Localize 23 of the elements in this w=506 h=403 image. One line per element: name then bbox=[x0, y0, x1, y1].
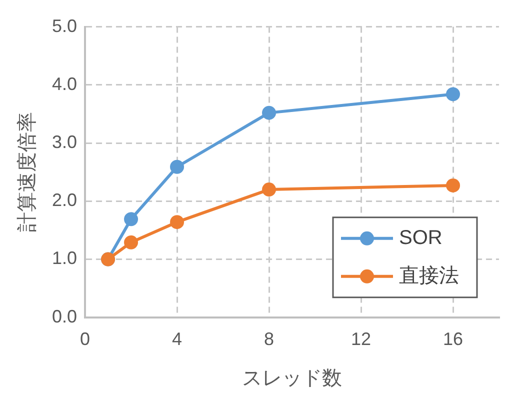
y-tick-label: 3.0 bbox=[52, 132, 78, 152]
legend-label: 直接法 bbox=[399, 264, 459, 287]
y-tick-label: 5.0 bbox=[52, 16, 78, 36]
point bbox=[262, 182, 276, 197]
y-axis-title: 計算速度倍率 bbox=[16, 112, 39, 232]
legend-label: SOR bbox=[399, 226, 442, 249]
point bbox=[170, 215, 184, 230]
point bbox=[446, 178, 460, 192]
point bbox=[170, 160, 184, 174]
y-tick-label: 0.0 bbox=[52, 306, 78, 326]
x-tick-label: 0 bbox=[80, 329, 90, 350]
y-tick-label: 2.0 bbox=[52, 190, 78, 210]
y-tick-label: 1.0 bbox=[52, 248, 78, 268]
x-tick-label: 12 bbox=[350, 329, 372, 350]
point bbox=[262, 106, 276, 120]
y-tick-label: 4.0 bbox=[52, 74, 78, 94]
point bbox=[124, 212, 138, 226]
x-axis-title: スレッド数 bbox=[242, 368, 342, 390]
x-tick-label: 8 bbox=[264, 329, 274, 350]
point bbox=[446, 87, 460, 102]
x-tick-label: 4 bbox=[172, 329, 182, 350]
x-tick-label: 16 bbox=[442, 329, 464, 350]
point bbox=[124, 235, 138, 250]
